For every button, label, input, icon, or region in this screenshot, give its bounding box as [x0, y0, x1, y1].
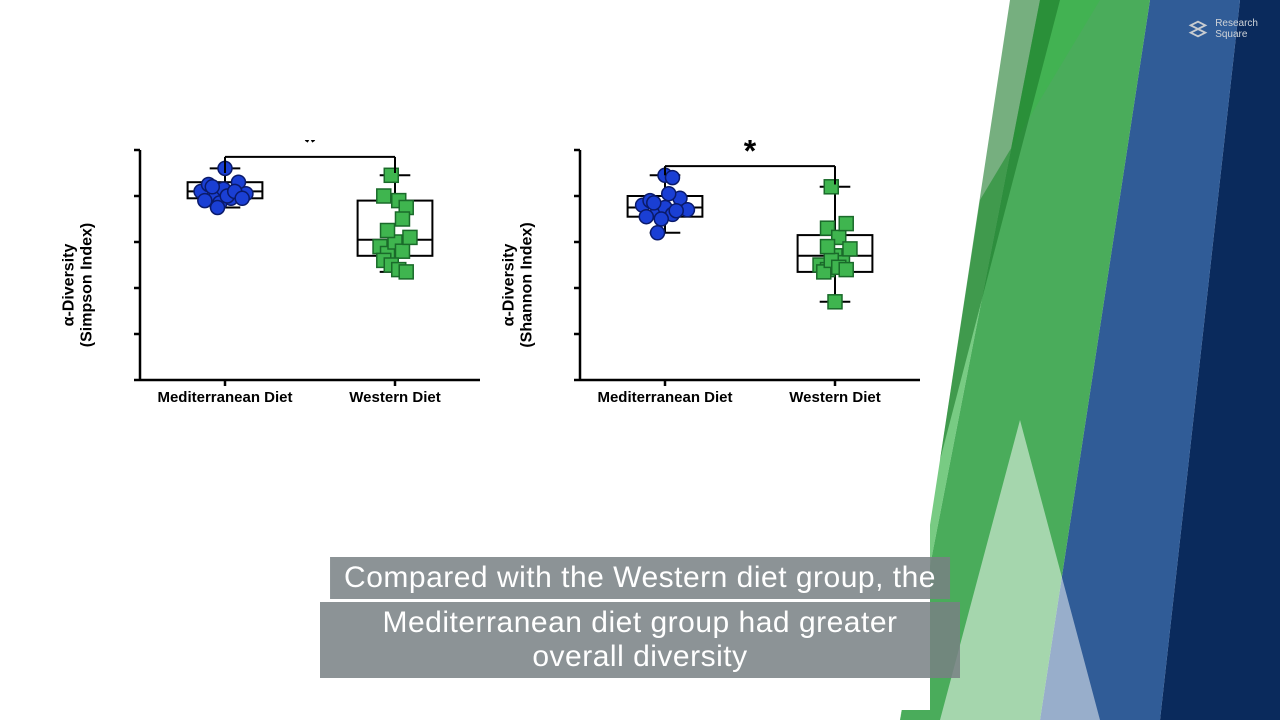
plot-area: 012345Mediterranean DietWestern Diet* — [570, 140, 930, 420]
charts-row: α-Diversity(Simpson Index)0.00.20.40.60.… — [80, 140, 920, 430]
svg-text:Mediterranean Diet: Mediterranean Diet — [157, 389, 292, 406]
svg-text:0.4: 0.4 — [130, 280, 131, 297]
chart-shannon: α-Diversity(Shannon Index)012345Mediterr… — [520, 140, 920, 430]
chart-simpson: α-Diversity(Simpson Index)0.00.20.40.60.… — [80, 140, 480, 430]
svg-text:*: * — [744, 140, 757, 169]
svg-text:*: * — [304, 140, 317, 160]
svg-text:4: 4 — [570, 188, 571, 205]
y-axis-label: α-Diversity(Shannon Index) — [500, 222, 535, 347]
logo-icon — [1187, 18, 1209, 40]
logo-text-1: Research — [1215, 18, 1258, 29]
svg-text:Mediterranean Diet: Mediterranean Diet — [597, 389, 732, 406]
caption-line-2-box: Mediterranean diet group had greater ove… — [320, 600, 960, 680]
caption-line-1-box: Compared with the Western diet group, th… — [330, 555, 950, 601]
plot-area: 0.00.20.40.60.81.0Mediterranean DietWest… — [130, 140, 490, 420]
caption-line-1: Compared with the Western diet group, th… — [330, 557, 950, 599]
caption-line-2: Mediterranean diet group had greater ove… — [320, 602, 960, 678]
logo-text-2: Square — [1215, 29, 1258, 40]
svg-text:Western Diet: Western Diet — [789, 389, 880, 406]
research-square-logo: Research Square — [1187, 18, 1258, 40]
svg-text:Western Diet: Western Diet — [349, 389, 440, 406]
y-axis-label: α-Diversity(Simpson Index) — [60, 223, 95, 347]
